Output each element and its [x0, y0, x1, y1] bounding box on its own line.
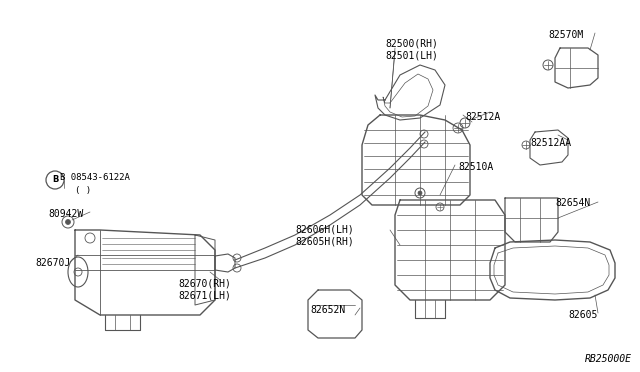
- Circle shape: [65, 219, 70, 224]
- Text: 80942W: 80942W: [48, 209, 83, 219]
- Text: B: B: [52, 176, 58, 185]
- Text: 82654N: 82654N: [555, 198, 590, 208]
- Text: 82501(LH): 82501(LH): [385, 51, 438, 61]
- Text: 82670J: 82670J: [35, 258, 70, 268]
- Text: 82512A: 82512A: [465, 112, 500, 122]
- Text: 82510A: 82510A: [458, 162, 493, 172]
- Text: B 08543-6122A: B 08543-6122A: [60, 173, 130, 182]
- Text: 82671(LH): 82671(LH): [178, 291, 231, 301]
- Text: 82670(RH): 82670(RH): [178, 278, 231, 288]
- Text: 82570M: 82570M: [548, 30, 583, 40]
- Text: 82606H(LH): 82606H(LH): [295, 224, 354, 234]
- Text: 82652N: 82652N: [310, 305, 345, 315]
- Circle shape: [418, 191, 422, 195]
- Text: 82605: 82605: [568, 310, 597, 320]
- Text: 82512AA: 82512AA: [530, 138, 571, 148]
- Text: RB25000E: RB25000E: [585, 354, 632, 364]
- Text: 82605H(RH): 82605H(RH): [295, 237, 354, 247]
- Text: ( ): ( ): [75, 186, 91, 195]
- Text: 82500(RH): 82500(RH): [385, 38, 438, 48]
